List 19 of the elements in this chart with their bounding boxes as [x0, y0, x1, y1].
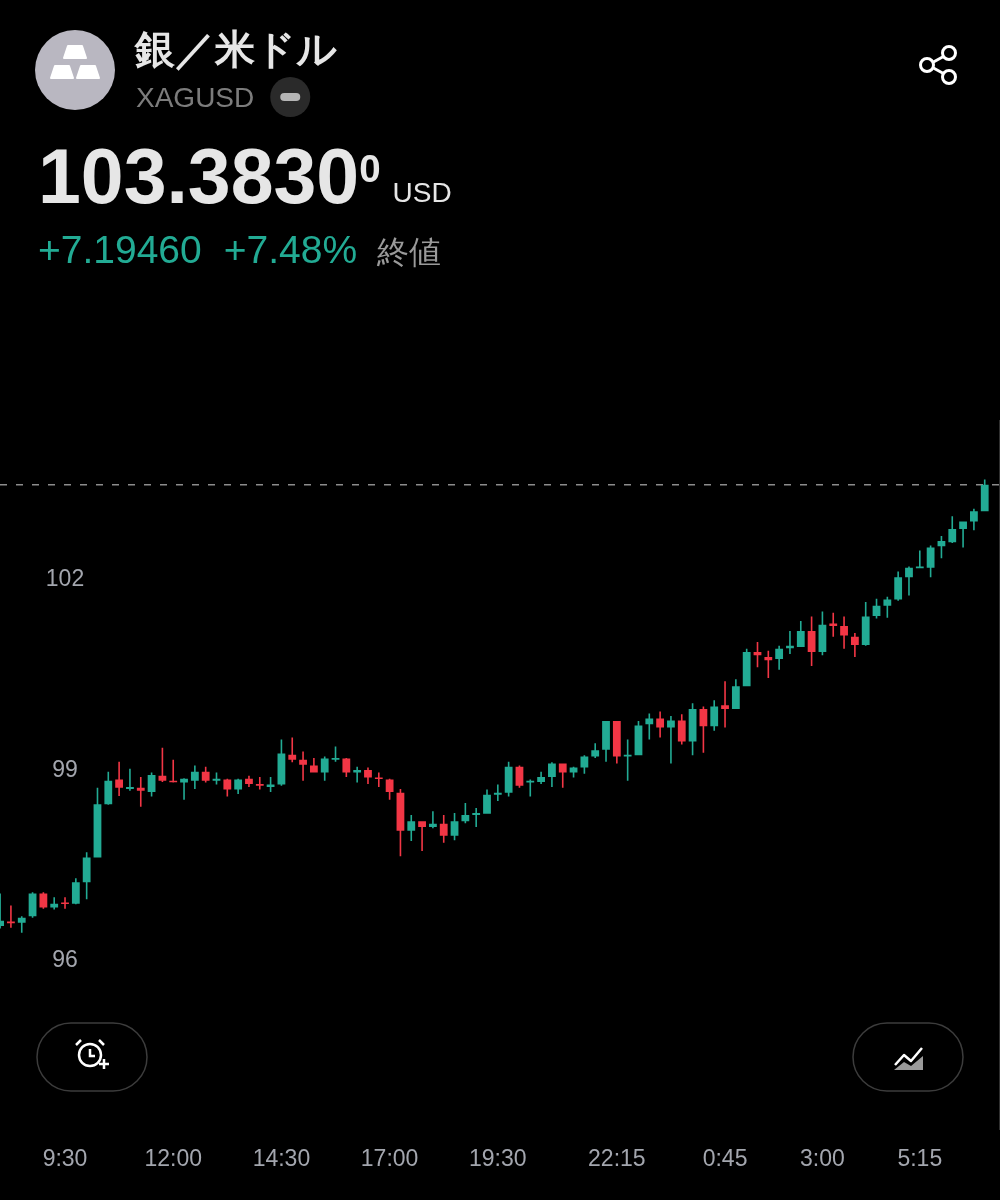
x-tick-label: 12:00: [144, 1145, 202, 1171]
text: 103.3830$^{0}$: [38, 133, 381, 219]
x-tick-label: 22:15: [588, 1145, 646, 1171]
x-tick-label: 9:30: [42, 1145, 88, 1171]
y-tick-label: 96: [52, 945, 78, 972]
text: 終値: [376, 234, 442, 270]
x-tick-label: 3:00: [800, 1145, 845, 1171]
text: +7.19460: [38, 228, 202, 271]
chart-subtitle: XAGUSD: [136, 82, 255, 113]
x-tick-label: 0:45: [702, 1145, 748, 1171]
text: USD: [392, 177, 452, 208]
chart-title: 銀／米ドル: [134, 27, 337, 71]
y-tick-label: 102: [45, 565, 85, 592]
y-tick-label: 99: [52, 755, 78, 782]
x-tick-label: 19:30: [469, 1145, 527, 1171]
x-tick-label: 5:15: [897, 1145, 943, 1171]
x-tick-label: 17:00: [360, 1145, 419, 1171]
text: +7.48%: [223, 228, 358, 271]
x-tick-label: 14:30: [252, 1145, 311, 1171]
